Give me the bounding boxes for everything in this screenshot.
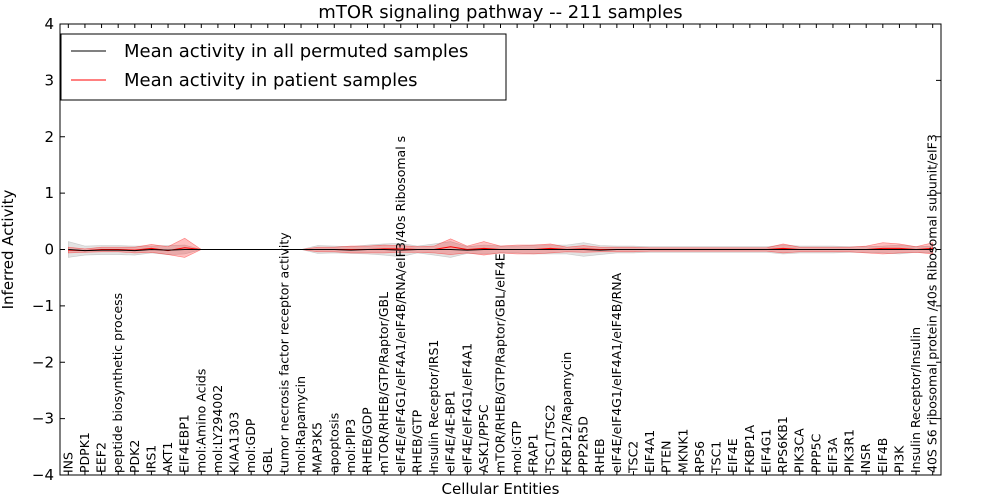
entity-label: apoptosis [326, 413, 341, 473]
entity-label: IRS1 [143, 445, 158, 473]
entity-label: EIF4EBP1 [177, 414, 192, 473]
entity-label: PIK3R1 [842, 429, 857, 473]
entity-label: INSR [858, 443, 873, 473]
y-tick-label: 1 [44, 184, 54, 202]
entity-label: mol:LY294002 [210, 385, 225, 473]
entity-label: mol:Rapamycin [293, 376, 308, 473]
entity-label: RHEB/GTP [409, 409, 424, 473]
entity-label: EIF4E [725, 438, 740, 473]
entity-label: mol:GTP [509, 421, 524, 473]
entity-label: MKNK1 [675, 429, 690, 473]
entity-label: PPP2R5D [576, 416, 591, 473]
y-axis-label: Inferred Activity [0, 189, 17, 309]
permuted-mean-line [68, 248, 933, 252]
entity-label: MAP3K5 [310, 422, 325, 473]
entity-label: eIF4E/4E-BP1 [443, 390, 458, 473]
entity-label: PI3K [891, 445, 906, 473]
y-tick-label: 2 [44, 128, 54, 146]
entity-label: FKBP1A [742, 425, 757, 473]
entity-label: PIK3CA [792, 428, 807, 473]
entity-label: PPP5C [808, 433, 823, 473]
entity-label: GBL [260, 448, 275, 473]
y-tick-label: −3 [32, 410, 54, 428]
entity-label: PTEN [659, 441, 674, 473]
entity-label: mTOR/RHEB/GTP/Raptor/GBL [376, 292, 391, 473]
y-tick-label: 0 [44, 241, 54, 259]
entity-label: FKBP12/Rapamycin [559, 352, 574, 473]
entity-label: eIF4E/eIF4G1/eIF4A1/eIF4B/RNA [609, 272, 624, 473]
entity-label: EIF4A1 [642, 430, 657, 473]
entity-label: 40S S6 ribosomal protein /40s Ribosomal … [925, 134, 940, 473]
entity-label: RPS6 [692, 441, 707, 473]
legend: Mean activity in all permuted samples Me… [60, 33, 507, 101]
y-tick-label: −1 [32, 297, 54, 315]
entity-label: TSC1/TSC2 [542, 404, 557, 474]
x-axis-label: Cellular Entities [442, 480, 560, 498]
patient-band [68, 237, 934, 258]
entity-label: EIF3A [825, 437, 840, 473]
entity-label: RHEB [592, 438, 607, 473]
entity-label: TSC2 [626, 441, 641, 474]
x-axis-entity-labels: INS PDPK1 EEF2 peptide biosynthetic process… [60, 24, 940, 475]
entity-label: ASK1/PP5C [476, 404, 491, 473]
entity-label: RPS6KB1 [775, 416, 790, 473]
entity-label: RHEB/GDP [360, 407, 375, 473]
entity-label: peptide biosynthetic process [110, 293, 125, 473]
y-tick-label: 3 [44, 71, 54, 89]
entity-label: PDK2 [127, 440, 142, 473]
legend-box [60, 33, 507, 101]
y-tick-label: −4 [32, 466, 54, 484]
entity-label: TSC1 [709, 441, 724, 474]
legend-label-patient: Mean activity in patient samples [124, 70, 418, 91]
series-lines [68, 246, 933, 252]
entity-label: INS [60, 452, 75, 473]
entity-label: eIF4E/eIF4G1/eIF4A1/eIF4B/RNA/eIF3/40s R… [393, 136, 408, 473]
entity-label: eIF4E/eIF4G1/eIF4A1 [459, 343, 474, 473]
entity-label: mol:GDP [243, 418, 258, 473]
y-axis-ticks: −4 −3 −2 −1 0 1 2 3 4 [32, 15, 941, 484]
entity-label: mol:Amino Acids [193, 369, 208, 473]
entity-label: mol:PIP3 [343, 419, 358, 473]
entity-label: EIF4B [875, 438, 890, 473]
chart-title: mTOR signaling pathway -- 211 samples [318, 2, 682, 23]
entity-label: EEF2 [94, 442, 109, 473]
entity-label: Insulin Receptor/IRS1 [426, 340, 441, 473]
entity-label: tumor necrosis factor receptor activity [276, 232, 291, 473]
y-tick-label: 4 [44, 15, 54, 33]
legend-label-permuted: Mean activity in all permuted samples [124, 41, 468, 62]
entity-label: Insulin Receptor/Insulin [908, 327, 923, 473]
entity-label: EIF4G1 [759, 429, 774, 473]
entity-label: mTOR/RHEB/GTP/Raptor/GBL/eIF4E [493, 253, 508, 473]
y-tick-label: −2 [32, 353, 54, 371]
entity-label: FRAP1 [526, 434, 541, 473]
entity-label: AKT1 [160, 442, 175, 473]
entity-label: KIAA1303 [227, 412, 242, 473]
entity-label: PDPK1 [77, 432, 92, 473]
